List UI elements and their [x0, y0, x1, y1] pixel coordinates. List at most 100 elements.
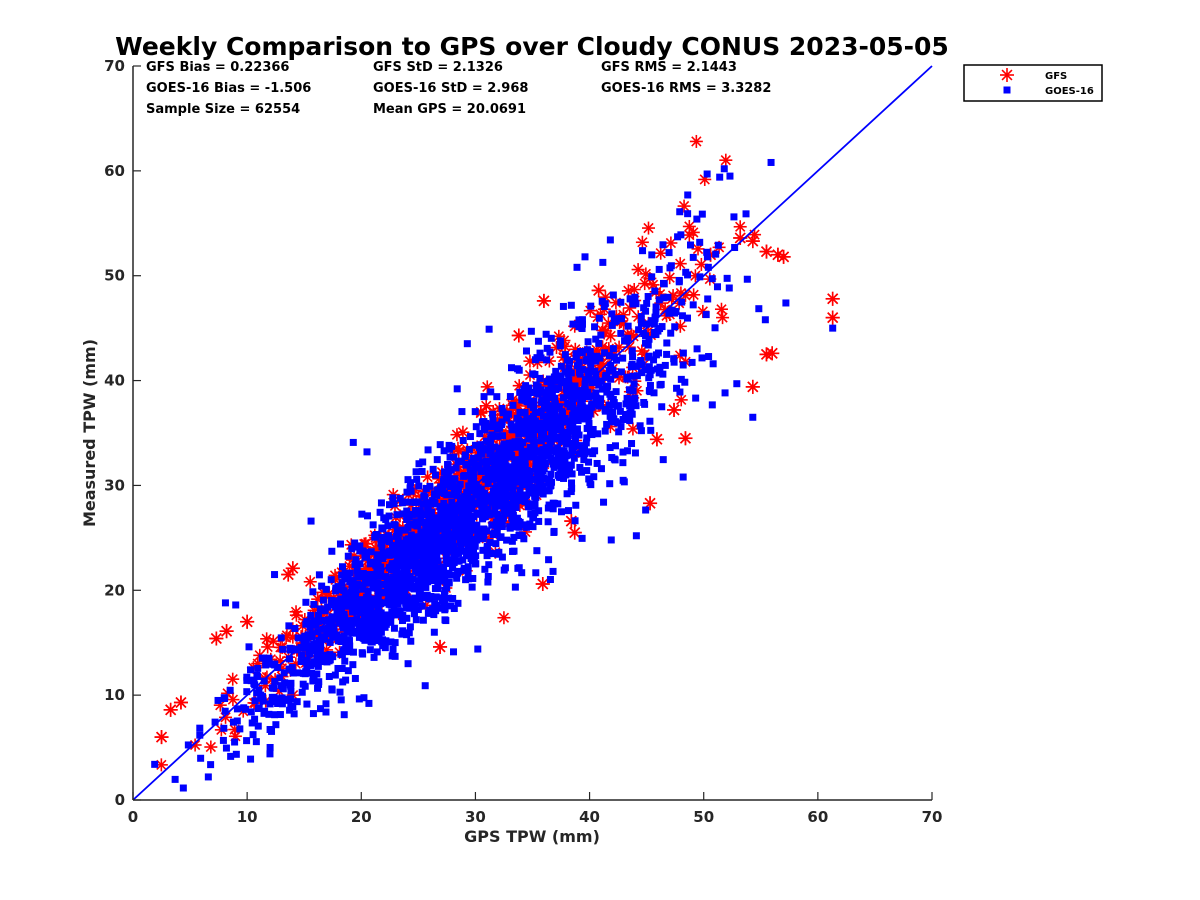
- goes-16-point: [405, 629, 413, 637]
- goes-16-point: [474, 527, 482, 535]
- goes-16-point: [506, 523, 514, 531]
- goes-16-point: [251, 697, 259, 705]
- goes-16-point: [534, 390, 542, 398]
- goes-16-point: [401, 566, 409, 574]
- goes-16-point: [379, 642, 387, 650]
- goes-16-point: [452, 571, 460, 579]
- goes-16-point: [373, 648, 381, 656]
- goes-16-point: [481, 467, 489, 475]
- goes-16-point: [557, 467, 565, 475]
- goes-16-point: [650, 328, 658, 336]
- goes-16-point: [684, 191, 692, 199]
- goes-16-point: [525, 483, 533, 491]
- goes-16-point: [549, 460, 557, 468]
- goes-16-point: [370, 597, 378, 605]
- x-tick-label: 50: [693, 808, 714, 826]
- goes-16-point: [384, 522, 392, 530]
- goes-16-point: [324, 654, 332, 662]
- goes-16-point: [637, 313, 645, 321]
- goes-16-point: [498, 404, 506, 412]
- gfs-point: [240, 614, 255, 629]
- goes-16-point: [494, 502, 502, 510]
- goes-16-point: [525, 451, 533, 459]
- goes-16-point: [441, 508, 449, 516]
- goes-16-point: [546, 348, 554, 356]
- goes-16-point: [437, 573, 445, 581]
- goes-16-point: [392, 562, 400, 570]
- x-tick-label: 40: [579, 808, 600, 826]
- goes-16-point: [509, 506, 517, 514]
- goes-16-point: [422, 583, 430, 591]
- goes-16-point: [533, 547, 541, 555]
- goes-16-point: [451, 554, 459, 562]
- goes-16-point: [543, 344, 551, 352]
- y-tick-label: 60: [104, 162, 125, 180]
- goes-16-point: [569, 320, 577, 328]
- goes-16-point: [573, 263, 581, 271]
- goes-16-point: [364, 578, 372, 586]
- goes-16-point: [322, 700, 330, 708]
- goes-16-point: [376, 589, 384, 597]
- goes-16-point: [394, 536, 402, 544]
- goes-16-point: [240, 704, 248, 712]
- goes-16-point: [661, 361, 669, 369]
- goes-16-point: [341, 657, 349, 665]
- goes-16-point: [327, 597, 335, 605]
- goes-16-point: [619, 476, 627, 484]
- goes-16-point: [595, 339, 603, 347]
- goes-16-point: [387, 612, 395, 620]
- goes-16-point: [607, 418, 615, 426]
- goes-16-point: [380, 549, 388, 557]
- goes-16-point: [650, 320, 658, 328]
- goes-16-point: [527, 327, 535, 335]
- goes-16-point: [587, 481, 595, 489]
- goes-16-point: [520, 385, 528, 393]
- goes-16-point: [290, 710, 298, 718]
- goes-16-point: [609, 408, 617, 416]
- goes-16-point: [508, 426, 516, 434]
- goes-16-point: [325, 672, 333, 680]
- goes-16-point: [459, 436, 467, 444]
- goes-16-point: [679, 361, 687, 369]
- goes-16-point: [627, 363, 635, 371]
- goes-16-point: [468, 480, 476, 488]
- goes-16-point: [559, 463, 567, 471]
- goes-16-point: [565, 376, 573, 384]
- goes-16-point: [543, 356, 551, 364]
- goes-16-point: [532, 465, 540, 473]
- goes-16-point: [511, 438, 519, 446]
- goes-16-point: [742, 210, 750, 218]
- goes-16-point: [249, 731, 257, 739]
- gfs-point: [433, 639, 448, 654]
- goes-16-point: [488, 521, 496, 529]
- goes-16-point: [421, 682, 429, 690]
- goes-16-point: [268, 727, 276, 735]
- goes-16-point: [544, 394, 552, 402]
- goes-16-point: [542, 389, 550, 397]
- goes-16-point: [350, 606, 358, 614]
- goes-16-point: [294, 634, 302, 642]
- goes-16-point: [605, 401, 613, 409]
- goes-16-point: [315, 571, 323, 579]
- stat-goes-bias: GOES-16 Bias = -1.506: [146, 81, 311, 96]
- goes-16-point: [316, 605, 324, 613]
- goes-16-point: [506, 393, 514, 401]
- goes-16-point: [514, 478, 522, 486]
- goes-16-point: [688, 358, 696, 366]
- goes-16-point: [436, 547, 444, 555]
- goes-16-point: [426, 482, 434, 490]
- goes-16-point: [419, 500, 427, 508]
- goes-16-point: [547, 482, 555, 490]
- goes-16-point: [497, 516, 505, 524]
- goes-16-point: [293, 698, 301, 706]
- goes-16-point: [647, 366, 655, 374]
- gfs-point: [714, 302, 728, 316]
- goes-16-point: [281, 695, 289, 703]
- goes-16-point: [556, 418, 564, 426]
- goes-16-point: [581, 253, 589, 261]
- goes-16-point: [372, 533, 380, 541]
- goes-16-point: [423, 499, 431, 507]
- goes-16-point: [422, 524, 430, 532]
- goes-16-point: [456, 480, 464, 488]
- goes-16-point: [389, 645, 397, 653]
